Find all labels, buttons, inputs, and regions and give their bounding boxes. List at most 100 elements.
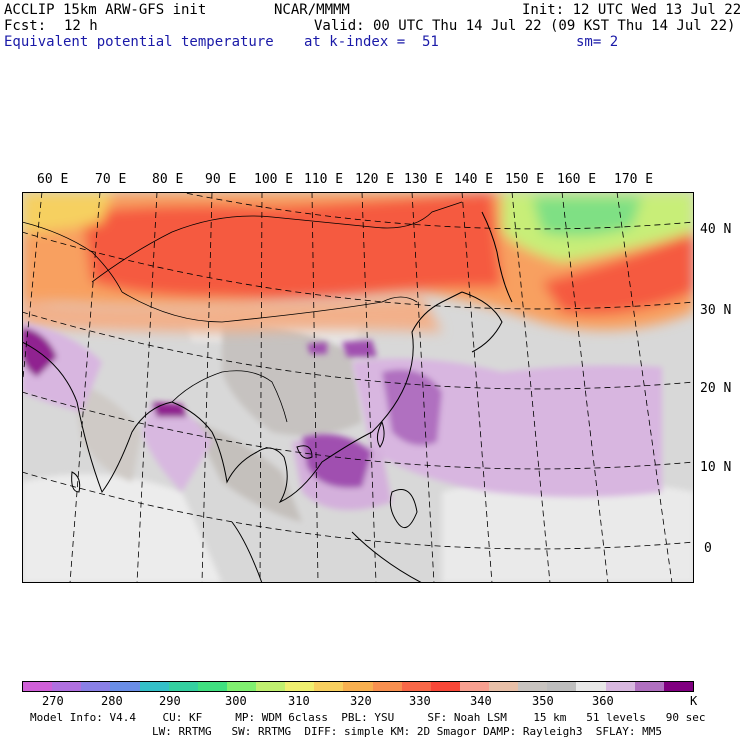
coastline <box>389 489 418 529</box>
colorbar-swatch <box>401 682 431 691</box>
valid-time: Valid: 00 UTC Thu 14 Jul 22 (09 KST Thu … <box>314 18 736 34</box>
colorbar-unit-label: K <box>690 694 698 708</box>
field-patch-gray <box>72 382 142 482</box>
warm-band-red <box>82 192 502 299</box>
coastline <box>376 420 385 448</box>
meridian-line <box>201 192 213 583</box>
colorbar-swatch <box>23 682 53 691</box>
meridian-line <box>511 192 551 583</box>
lat-label: 20 N <box>700 381 732 396</box>
map-border <box>22 192 694 583</box>
colorbar-swatch <box>489 682 519 691</box>
purple-area-medium <box>152 402 187 417</box>
colorbar-swatch <box>197 682 227 691</box>
meridian-line <box>361 192 377 583</box>
forecast-hour: 12 h <box>64 18 98 34</box>
colorbar-swatch <box>459 682 489 691</box>
colorbar-tick-label: 360 <box>592 694 614 708</box>
country-border <box>171 370 288 423</box>
parallel-line <box>22 231 694 310</box>
colorbar-swatch <box>518 682 548 691</box>
level-label: at k-index = 51 <box>304 34 439 50</box>
lon-label: 150 E <box>505 172 545 187</box>
warm-band-red <box>542 232 694 315</box>
coastline <box>231 521 263 583</box>
colorbar-tick-label: 290 <box>159 694 181 708</box>
colorbar <box>22 681 694 692</box>
colorbar-tick-label: 300 <box>225 694 247 708</box>
smoothing-label: sm= 2 <box>576 34 619 50</box>
colorbar-tick-label: 340 <box>470 694 492 708</box>
meridian-line <box>136 192 158 583</box>
lon-label: 120 E <box>355 172 395 187</box>
meridian-line <box>616 192 673 583</box>
warm-band-yellow <box>22 192 112 232</box>
model-title: ACCLIP 15km ARW-GFS init <box>4 2 207 18</box>
lon-label: 90 E <box>205 172 237 187</box>
country-border <box>22 221 123 293</box>
colorbar-tick-label: 350 <box>532 694 554 708</box>
meridian-line <box>259 192 263 583</box>
lon-label: 70 E <box>95 172 127 187</box>
lon-label: 110 E <box>304 172 344 187</box>
lon-label: 60 E <box>37 172 69 187</box>
colorbar-swatch <box>430 682 460 691</box>
physics-info-line: LW: RRTMG SW: RRTMG DIFF: simple KM: 2D … <box>152 725 662 738</box>
coastline <box>461 291 503 353</box>
meridian-line <box>69 192 101 583</box>
meridian-line <box>22 192 43 392</box>
lon-label: 140 E <box>454 172 494 187</box>
warm-band-green <box>532 197 642 236</box>
lat-label: 40 N <box>700 222 732 237</box>
model-info-line: Model Info: V4.4 CU: KF MP: WDM 6class P… <box>30 711 706 724</box>
field-name: Equivalent potential temperature <box>4 34 274 50</box>
warm-band-salmon <box>22 297 442 332</box>
parallel-line <box>22 391 694 470</box>
lon-label: 170 E <box>614 172 654 187</box>
colorbar-swatch <box>576 682 606 691</box>
meridian-line <box>461 192 493 583</box>
purple-area-medium <box>307 342 327 354</box>
colorbar-swatch <box>547 682 577 691</box>
theta-e-map <box>22 192 694 583</box>
field-patch-light <box>442 477 694 583</box>
coastline <box>351 531 423 583</box>
lat-label: 10 N <box>700 460 732 475</box>
field-patch-gray <box>192 422 302 522</box>
colorbar-swatch <box>663 682 693 691</box>
purple-area-medium <box>382 369 442 446</box>
country-border <box>91 201 463 283</box>
colorbar-swatch <box>110 682 140 691</box>
parallel-line <box>22 471 694 550</box>
colorbar-swatch <box>139 682 169 691</box>
colorbar-tick-label: 270 <box>42 694 64 708</box>
colorbar-tick-label: 320 <box>350 694 372 708</box>
colorbar-swatch <box>226 682 256 691</box>
country-border <box>121 291 418 323</box>
colorbar-tick-label: 330 <box>409 694 431 708</box>
meridian-line <box>411 192 435 583</box>
coastline <box>296 445 313 459</box>
colorbar-tick-label: 280 <box>101 694 123 708</box>
parallel-line <box>22 311 694 390</box>
colorbar-swatch <box>314 682 344 691</box>
coastline <box>481 211 513 303</box>
colorbar-swatch <box>256 682 286 691</box>
lat-label: 30 N <box>700 303 732 318</box>
org-label: NCAR/MMMM <box>274 2 350 18</box>
coastline <box>71 471 81 493</box>
colorbar-swatch <box>285 682 315 691</box>
lat-label: 0 <box>704 541 712 556</box>
colorbar-swatch <box>605 682 635 691</box>
lon-label: 80 E <box>152 172 184 187</box>
colorbar-tick-label: 310 <box>288 694 310 708</box>
colorbar-swatch <box>168 682 198 691</box>
colorbar-swatch <box>343 682 373 691</box>
lon-label: 160 E <box>557 172 597 187</box>
coastline <box>22 291 463 504</box>
forecast-label: Fcst: <box>4 18 47 34</box>
colorbar-swatch <box>52 682 82 691</box>
init-time: Init: 12 UTC Wed 13 Jul 22 <box>522 2 740 18</box>
colorbar-swatch <box>634 682 664 691</box>
purple-area-medium <box>302 434 372 488</box>
